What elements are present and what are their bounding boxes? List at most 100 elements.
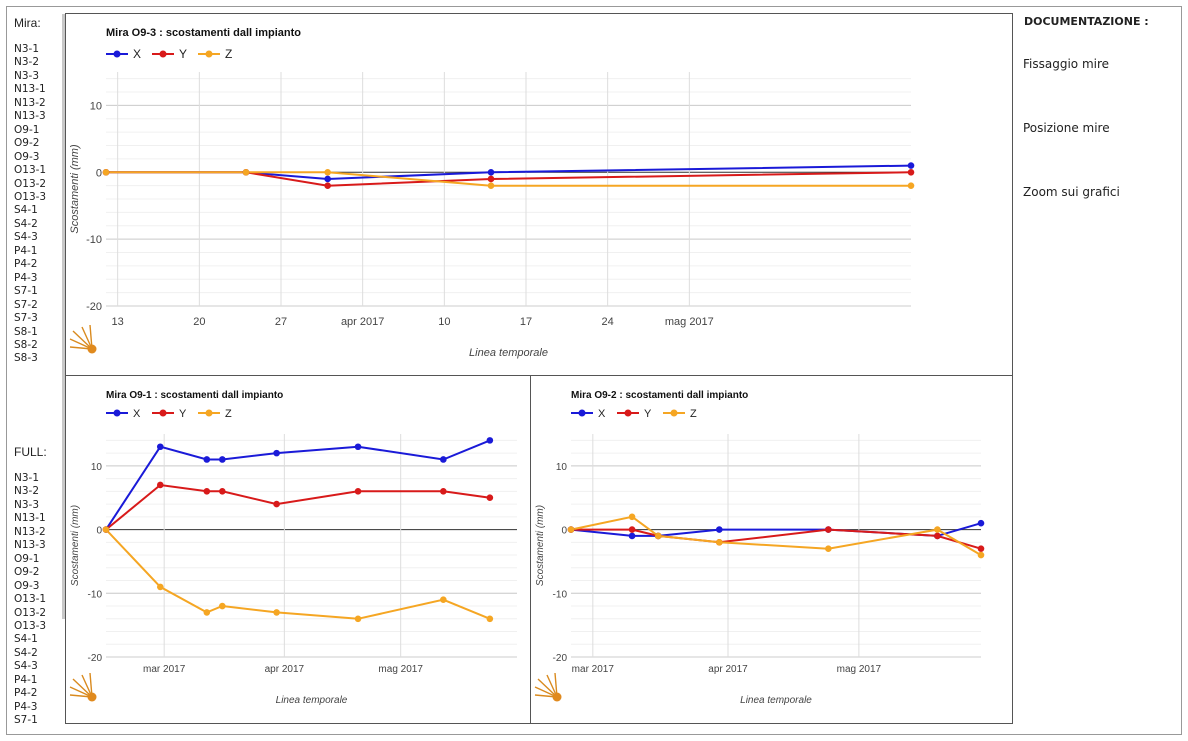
full-n13-1[interactable]: N13-1 bbox=[14, 512, 46, 525]
data-point-z[interactable] bbox=[102, 168, 110, 176]
data-point-x[interactable] bbox=[487, 168, 495, 176]
data-point-z[interactable] bbox=[354, 615, 362, 623]
data-point-z[interactable] bbox=[273, 609, 280, 616]
mira-s8-1[interactable]: S8-1 bbox=[14, 325, 38, 338]
legend-item-x[interactable]: X bbox=[571, 408, 606, 420]
mira-s7-3[interactable]: S7-3 bbox=[14, 312, 38, 325]
data-point-z[interactable] bbox=[203, 609, 211, 616]
data-point-z[interactable] bbox=[487, 182, 495, 189]
data-point-x[interactable] bbox=[628, 532, 636, 540]
data-point-x[interactable] bbox=[156, 443, 164, 451]
legend-item-z[interactable]: Z bbox=[198, 408, 232, 420]
legend-item-y[interactable]: Y bbox=[617, 408, 652, 420]
data-point-y[interactable] bbox=[273, 500, 280, 508]
full-s4-1[interactable]: S4-1 bbox=[14, 633, 38, 646]
full-o13-1[interactable]: O13-1 bbox=[14, 593, 47, 606]
data-point-z[interactable] bbox=[567, 526, 575, 533]
data-point-y[interactable] bbox=[977, 545, 985, 552]
full-s7-1[interactable]: S7-1 bbox=[14, 714, 38, 727]
full-p4-1[interactable]: P4-1 bbox=[14, 673, 38, 686]
data-point-x[interactable] bbox=[219, 456, 226, 463]
data-point-z[interactable] bbox=[486, 615, 494, 623]
mira-o13-1[interactable]: O13-1 bbox=[14, 164, 47, 177]
data-point-x[interactable] bbox=[324, 175, 331, 183]
legend-item-z[interactable]: Z bbox=[663, 408, 697, 420]
data-point-y[interactable] bbox=[203, 488, 211, 495]
data-point-y[interactable] bbox=[440, 488, 447, 495]
data-point-z[interactable] bbox=[242, 168, 250, 176]
mira-s4-3[interactable]: S4-3 bbox=[14, 231, 38, 244]
full-o9-2[interactable]: O9-2 bbox=[14, 566, 40, 579]
data-point-y[interactable] bbox=[324, 182, 331, 189]
mira-n3-3[interactable]: N3-3 bbox=[14, 69, 40, 82]
mira-o13-3[interactable]: O13-3 bbox=[14, 190, 47, 203]
full-o9-3[interactable]: O9-3 bbox=[14, 579, 40, 592]
mira-o9-1[interactable]: O9-1 bbox=[14, 123, 40, 136]
data-point-y[interactable] bbox=[628, 526, 636, 533]
mira-s4-2[interactable]: S4-2 bbox=[14, 217, 38, 230]
mira-n13-3[interactable]: N13-3 bbox=[14, 110, 46, 123]
data-point-y[interactable] bbox=[907, 168, 915, 176]
full-n13-3[interactable]: N13-3 bbox=[14, 539, 46, 552]
data-point-x[interactable] bbox=[203, 456, 211, 463]
data-point-y[interactable] bbox=[486, 494, 494, 502]
full-o9-1[interactable]: O9-1 bbox=[14, 552, 40, 565]
mira-n3-1[interactable]: N3-1 bbox=[14, 43, 40, 55]
full-n3-2[interactable]: N3-2 bbox=[14, 485, 40, 498]
legend-item-y[interactable]: Y bbox=[152, 408, 187, 420]
full-s4-3[interactable]: S4-3 bbox=[14, 660, 38, 673]
data-point-z[interactable] bbox=[654, 532, 662, 540]
data-point-x[interactable] bbox=[486, 437, 494, 444]
mira-s7-1[interactable]: S7-1 bbox=[14, 285, 38, 298]
data-point-x[interactable] bbox=[907, 162, 915, 169]
full-p4-3[interactable]: P4-3 bbox=[14, 700, 38, 713]
data-point-y[interactable] bbox=[487, 175, 495, 183]
mira-o9-2[interactable]: O9-2 bbox=[14, 137, 40, 150]
mira-n13-2[interactable]: N13-2 bbox=[14, 96, 46, 109]
data-point-y[interactable] bbox=[156, 481, 164, 489]
data-point-z[interactable] bbox=[102, 526, 110, 533]
mira-p4-3[interactable]: P4-3 bbox=[14, 271, 38, 284]
legend-item-z[interactable]: Z bbox=[198, 47, 232, 61]
legend-item-x[interactable]: X bbox=[106, 47, 141, 61]
mira-s8-3[interactable]: S8-3 bbox=[14, 352, 38, 365]
data-point-x[interactable] bbox=[440, 456, 447, 463]
full-n13-2[interactable]: N13-2 bbox=[14, 525, 46, 538]
link-posizione-mire[interactable]: Posizione mire bbox=[1023, 121, 1110, 135]
data-point-x[interactable] bbox=[977, 519, 985, 527]
full-o13-2[interactable]: O13-2 bbox=[14, 606, 47, 619]
data-point-y[interactable] bbox=[354, 488, 362, 495]
data-point-x[interactable] bbox=[354, 443, 362, 451]
data-point-x[interactable] bbox=[273, 449, 280, 457]
mira-s8-2[interactable]: S8-2 bbox=[14, 338, 38, 351]
mira-n3-2[interactable]: N3-2 bbox=[14, 56, 40, 69]
full-o13-3[interactable]: O13-3 bbox=[14, 619, 47, 632]
full-s4-2[interactable]: S4-2 bbox=[14, 646, 38, 659]
data-point-y[interactable] bbox=[934, 532, 941, 540]
data-point-z[interactable] bbox=[825, 545, 832, 552]
data-point-y[interactable] bbox=[825, 526, 832, 533]
legend-item-x[interactable]: X bbox=[106, 408, 141, 420]
mira-p4-2[interactable]: P4-2 bbox=[14, 258, 38, 271]
data-point-z[interactable] bbox=[715, 539, 723, 546]
data-point-y[interactable] bbox=[219, 488, 226, 495]
link-fissaggio-mire[interactable]: Fissaggio mire bbox=[1023, 57, 1110, 71]
full-n3-3[interactable]: N3-3 bbox=[14, 498, 40, 511]
data-point-z[interactable] bbox=[628, 513, 636, 521]
data-point-z[interactable] bbox=[219, 602, 226, 610]
mira-s7-2[interactable]: S7-2 bbox=[14, 298, 38, 311]
data-point-z[interactable] bbox=[324, 168, 331, 176]
legend-item-y[interactable]: Y bbox=[152, 47, 187, 61]
link-zoom-grafici[interactable]: Zoom sui grafici bbox=[1023, 185, 1120, 199]
full-p4-2[interactable]: P4-2 bbox=[14, 687, 38, 700]
mira-n13-1[interactable]: N13-1 bbox=[14, 83, 46, 96]
mira-p4-1[interactable]: P4-1 bbox=[14, 244, 38, 257]
data-point-z[interactable] bbox=[934, 526, 941, 533]
data-point-z[interactable] bbox=[977, 551, 985, 559]
data-point-z[interactable] bbox=[907, 182, 915, 189]
data-point-x[interactable] bbox=[715, 526, 723, 533]
mira-o9-3[interactable]: O9-3 bbox=[14, 150, 40, 163]
full-n3-1[interactable]: N3-1 bbox=[14, 472, 40, 484]
sidebar-scrollbar[interactable] bbox=[62, 14, 65, 619]
data-point-z[interactable] bbox=[156, 583, 164, 591]
